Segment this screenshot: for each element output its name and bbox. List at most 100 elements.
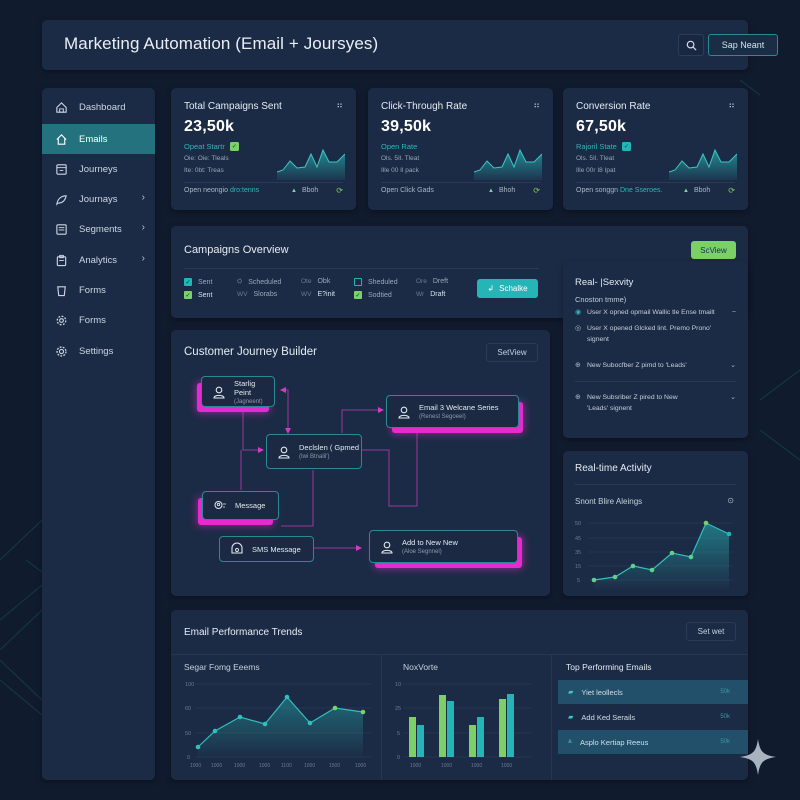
more-icon[interactable]: ⠶ — [728, 100, 735, 110]
section-title: Campaigns Overview — [184, 244, 289, 256]
svg-text:1000: 1000 — [441, 763, 452, 769]
check-badge-icon: ✓ — [229, 142, 239, 151]
kpi-footer: Open neongio dro:tenns — [184, 187, 260, 194]
sparkline-chart — [474, 148, 542, 180]
sidebar-item-segments[interactable]: Segments › — [42, 214, 155, 244]
filter-dreft[interactable]: Ore Dreft — [416, 278, 449, 285]
page-title: Marketing Automation (Email + Joursyes) — [64, 34, 379, 53]
journey-builder-panel: Customer Journey Builder SetView Starlig… — [171, 330, 550, 596]
clipboard-icon — [54, 253, 68, 267]
journey-node-add[interactable]: Add to New New (Aloe Segnnel) — [369, 530, 518, 563]
journey-node-decision[interactable]: Declslen ( Gpmed (Iwi Btnalil') — [266, 434, 362, 469]
svg-text:1500: 1500 — [329, 763, 340, 769]
kpi-trend: ▲ Bhoh — [488, 187, 516, 194]
sidebar-item-journays[interactable]: Journays › — [42, 184, 155, 214]
sidebar-item-label: Analytics — [79, 254, 118, 266]
divider — [171, 654, 748, 655]
kpi-detail-line: Ille 00 Il pack — [381, 167, 419, 174]
sparkline-chart — [277, 148, 345, 180]
user-icon — [213, 386, 225, 399]
activity-item[interactable]: ⊕ New Subocfber Z pimd to 'Leads' ⌄ — [575, 362, 736, 369]
activity-item[interactable]: ◎ User X opened Glcked lint. Premo Prono'… — [575, 325, 712, 343]
kpi-title: Conversion Rate — [576, 101, 651, 112]
refresh-icon[interactable]: ⟳ — [336, 186, 343, 195]
svg-text:50: 50 — [185, 731, 191, 737]
bag-icon: ▰ — [568, 689, 574, 696]
user-circle-icon: ◎ — [575, 325, 582, 332]
kpi-detail-line: Ols. 5Il. Tleat — [381, 155, 420, 162]
calendar-icon — [54, 162, 68, 176]
header-primary-button[interactable]: Sap Neant — [708, 34, 778, 56]
activity-item[interactable]: ⊕ New Subsriber Z pired to New 'Leads' si… — [575, 394, 736, 412]
kpi-footer: Open Click Gads — [381, 187, 434, 194]
journey-connectors — [240, 387, 418, 551]
refresh-icon[interactable]: ⟳ — [728, 186, 735, 195]
svg-text:15: 15 — [575, 564, 581, 570]
check-badge-icon: ✓ — [621, 142, 631, 151]
home-outline-icon — [54, 132, 68, 146]
sms-icon — [231, 542, 243, 554]
sparkline-chart — [669, 148, 737, 180]
svg-text:0: 0 — [187, 755, 190, 761]
sidebar-item-journeys[interactable]: Journeys — [42, 154, 155, 184]
more-icon[interactable]: ⠶ — [533, 100, 540, 110]
set-view-button[interactable]: Set wet — [686, 622, 736, 641]
divider — [551, 654, 552, 780]
kpi-value: 39,50k — [381, 118, 432, 135]
kpi-status: Opeat Startr ✓ — [184, 142, 239, 151]
kpi-detail-line: Oie: Oie: Tleals — [184, 155, 229, 162]
svg-text:60: 60 — [185, 706, 191, 712]
kpi-trend: ▲ Bboh — [683, 187, 711, 194]
trend-up-icon: ▲ — [488, 188, 494, 194]
top-email-row[interactable]: ▰ Add Ked Serails 50k — [568, 712, 730, 722]
filter-draft[interactable]: Wr Draft — [416, 291, 446, 298]
sidebar-item-settings[interactable]: Settings — [42, 336, 155, 366]
kpi-trend: ▲ Bboh — [291, 187, 319, 194]
sidebar-item-dashboard[interactable]: Dashboard — [42, 92, 155, 122]
activity-item[interactable]: ◉ User X opned opmail Wallic tle Ense tma… — [575, 309, 736, 316]
journey-node-start[interactable]: Starlig Peint (Jagneent) — [201, 376, 275, 407]
info-icon[interactable]: ⊙ — [727, 496, 734, 505]
svg-text:1000: 1000 — [471, 763, 482, 769]
set-view-button[interactable]: SetView — [486, 343, 538, 362]
schedule-button[interactable]: ↲ Schalke — [477, 279, 538, 298]
filter-slorabs[interactable]: WV Slorabs — [237, 291, 278, 298]
svg-text:1000: 1000 — [234, 763, 245, 769]
chat-users-icon — [214, 500, 226, 509]
svg-text:5: 5 — [397, 731, 400, 737]
search-button[interactable] — [678, 34, 704, 56]
filter-sent[interactable]: ✓ Sent — [184, 278, 213, 286]
filter-einit[interactable]: WV E?init — [301, 291, 335, 298]
filter-scheduled[interactable]: ⛭ Scheduled — [237, 278, 282, 286]
sidebar-item-analytics[interactable]: Analytics › — [42, 245, 155, 275]
top-email-row[interactable]: ▰ Yiet leollecls 50k — [558, 680, 748, 704]
journey-node-message[interactable]: Message — [202, 491, 279, 520]
filter-sheduled[interactable]: Sheduled — [354, 278, 398, 286]
divider — [184, 182, 343, 183]
hook-icon: ↲ — [487, 284, 495, 293]
view-button[interactable]: ScView — [691, 241, 736, 259]
trend-bar-chart: 10 25 5 0 1000 1000 1000 1000 — [395, 682, 531, 769]
filter-sent-2[interactable]: ✓ Sent — [184, 291, 213, 299]
sidebar-item-emails[interactable]: Emails — [42, 124, 155, 154]
refresh-icon[interactable]: ⟳ — [533, 186, 540, 195]
chevron-down-icon: ⌄ — [730, 394, 736, 401]
svg-text:35: 35 — [575, 550, 581, 556]
section-title: Real- |Sexvity — [575, 277, 634, 288]
journey-node-sms[interactable]: SMS Message — [219, 536, 314, 562]
filter-obk[interactable]: Ote Obk — [301, 278, 331, 285]
sidebar-item-forms[interactable]: Forms — [42, 275, 155, 305]
journey-node-email[interactable]: Email 3 Welcane Series (Renest Segoeel) — [386, 395, 519, 428]
section-title: Top Performing Emails — [566, 662, 652, 672]
filter-sodtied[interactable]: ✓ Sodtied — [354, 291, 392, 299]
divider — [184, 268, 539, 269]
chevron-icon: ~ — [731, 309, 736, 316]
more-icon[interactable]: ⠶ — [336, 100, 343, 110]
sidebar-item-label: Dashboard — [79, 101, 126, 113]
user-icon: ⩓ — [568, 738, 572, 745]
globe-icon: ⊕ — [575, 394, 581, 401]
top-email-row[interactable]: ⩓ Asplo Kertiap Reeus 50k — [558, 730, 748, 754]
chevron-right-icon: › — [141, 253, 145, 264]
sidebar-item-label: Segments — [79, 223, 122, 235]
sidebar-item-forms-2[interactable]: Forms — [42, 305, 155, 335]
